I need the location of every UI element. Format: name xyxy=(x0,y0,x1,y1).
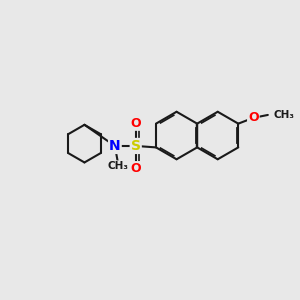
Text: CH₃: CH₃ xyxy=(273,110,294,120)
Text: O: O xyxy=(130,162,141,175)
Text: O: O xyxy=(130,117,141,130)
Text: O: O xyxy=(248,111,259,124)
Text: CH₃: CH₃ xyxy=(107,161,128,171)
Text: S: S xyxy=(131,139,141,153)
Text: N: N xyxy=(109,139,121,153)
